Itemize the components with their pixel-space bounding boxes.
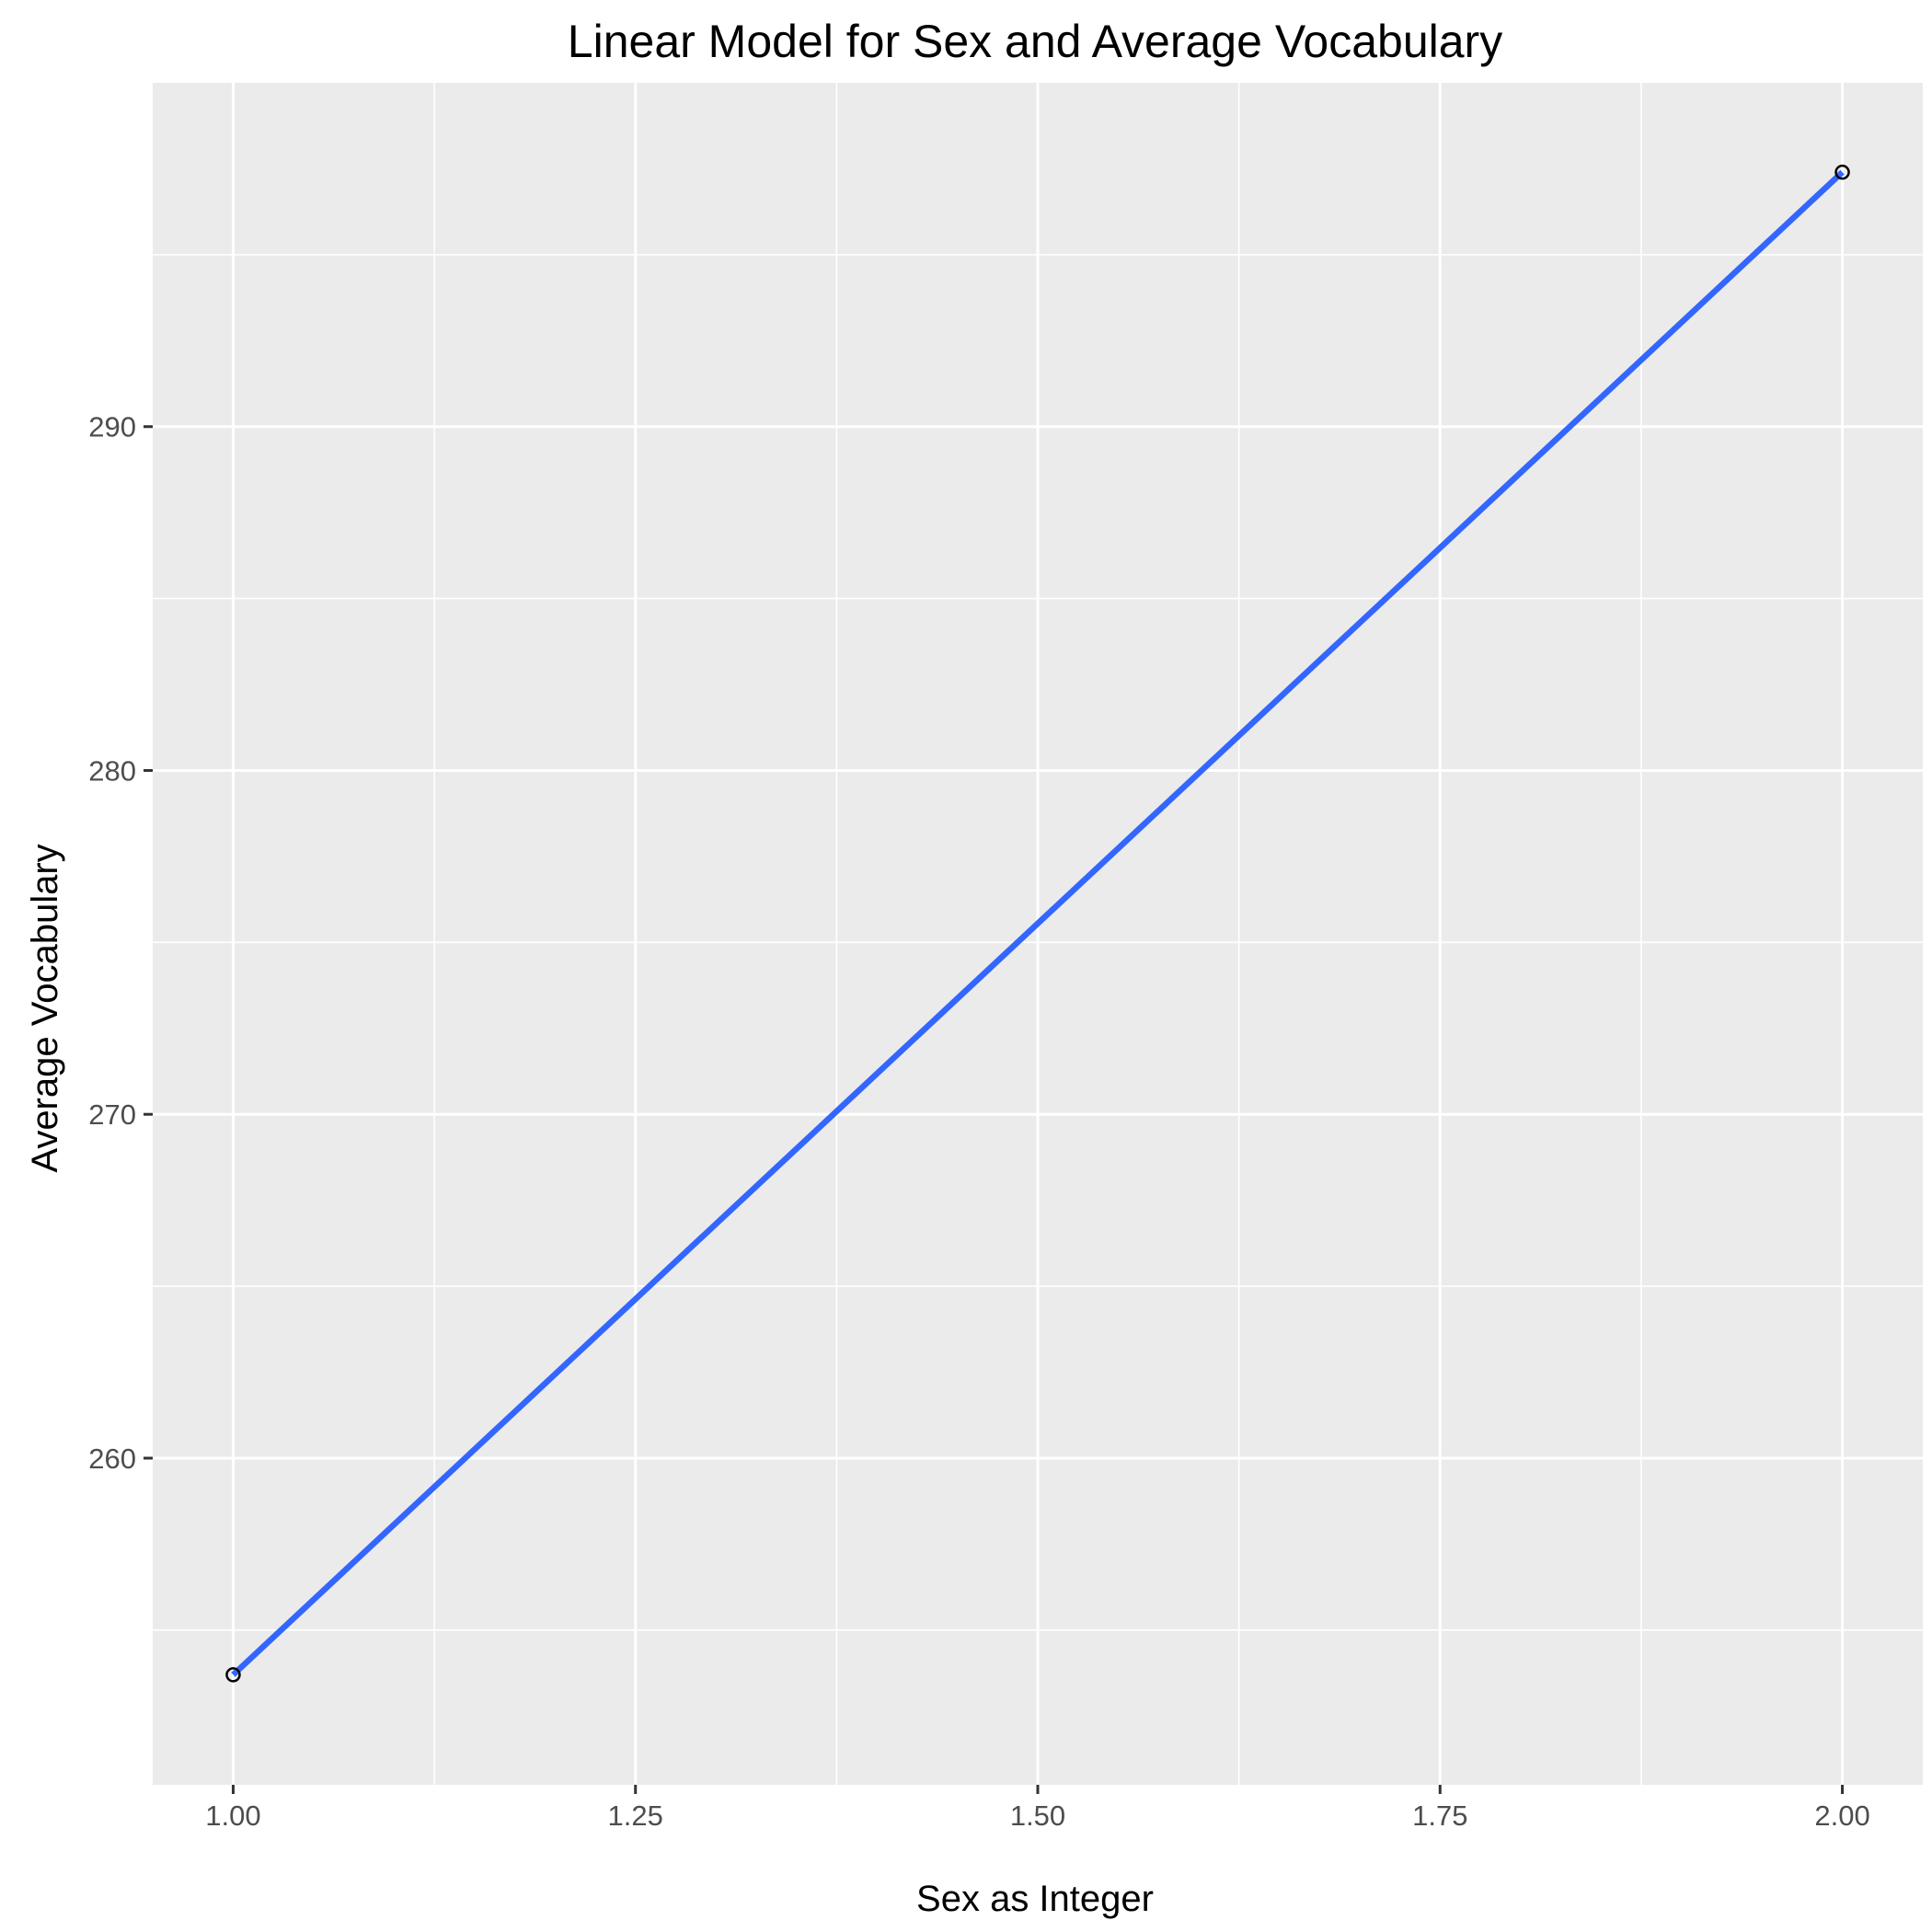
chart-title: Linear Model for Sex and Average Vocabul… bbox=[568, 16, 1502, 67]
x-axis-title: Sex as Integer bbox=[916, 1879, 1154, 1919]
y-axis-title: Average Vocabulary bbox=[25, 844, 65, 1172]
major-gridlines bbox=[153, 83, 1923, 1785]
x-axis: 1.00 1.25 1.50 1.75 2.00 bbox=[205, 1785, 1870, 1832]
x-tick-label: 1.50 bbox=[1010, 1800, 1065, 1832]
x-tick-label: 2.00 bbox=[1814, 1800, 1869, 1832]
y-tick-label: 270 bbox=[88, 1098, 136, 1131]
x-tick-label: 1.75 bbox=[1412, 1800, 1467, 1832]
data-point bbox=[1834, 164, 1850, 180]
x-tick-label: 1.25 bbox=[608, 1800, 663, 1832]
points-layer bbox=[225, 164, 1850, 1683]
y-tick-label: 280 bbox=[88, 754, 136, 787]
y-axis: 260 270 280 290 bbox=[88, 411, 153, 1475]
fit-line-layer bbox=[231, 169, 1845, 1677]
data-point bbox=[225, 1667, 241, 1683]
y-tick-label: 290 bbox=[88, 411, 136, 443]
fit-line bbox=[231, 169, 1845, 1677]
y-tick-label: 260 bbox=[88, 1443, 136, 1475]
x-tick-label: 1.00 bbox=[205, 1800, 260, 1832]
